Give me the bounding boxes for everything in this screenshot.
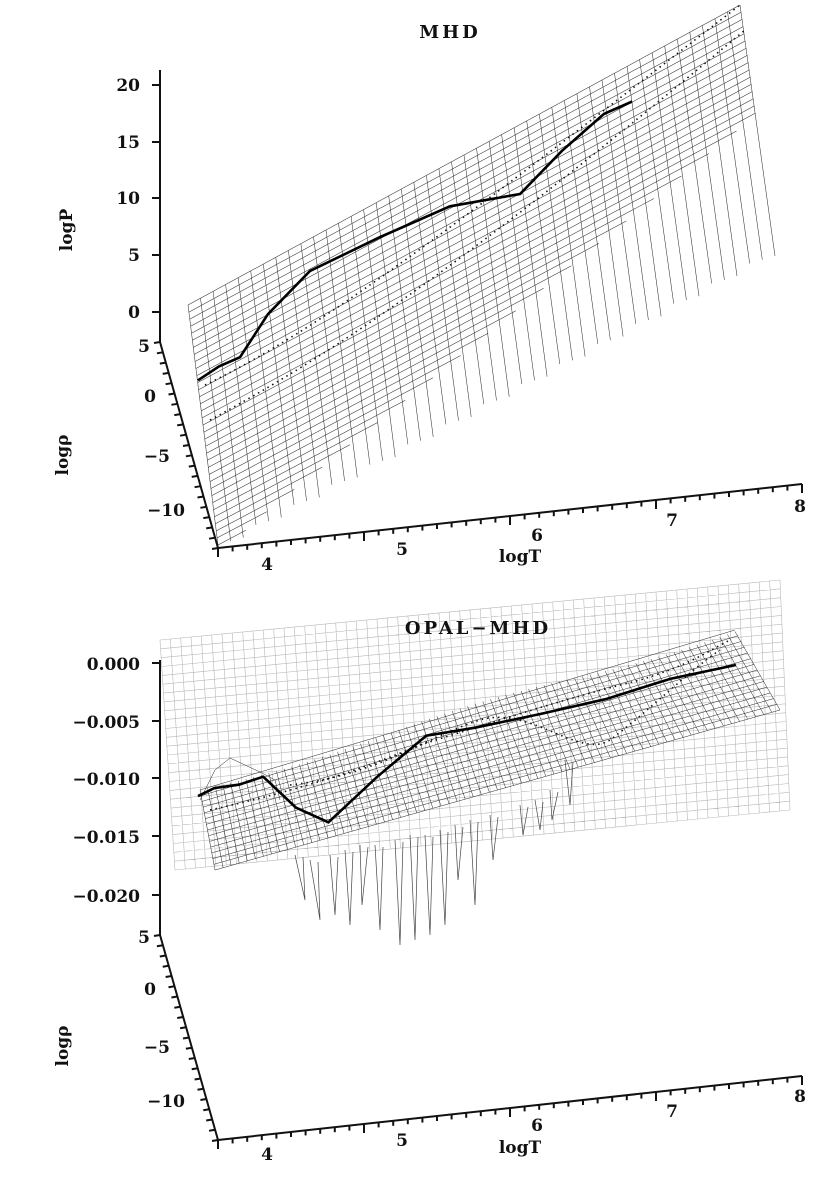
mhd-y-minor-tick	[165, 382, 172, 386]
mhd-y-minor-tick	[194, 485, 201, 489]
mhd-y-minor-tick	[185, 454, 193, 458]
mhd-x-tick-5: 5	[396, 540, 408, 560]
opal-mhd-dotted-lower	[289, 649, 721, 786]
opal-mhd-y-minor-tick	[156, 944, 164, 948]
mhd-y-label: logρ	[53, 435, 73, 476]
opal-mhd-title: OPAL−MHD	[405, 618, 551, 639]
opal-mhd-axis-ticks	[152, 662, 803, 1149]
mhd-y-minor-tick	[153, 341, 161, 344]
opal-mhd-dotted-contours	[209, 639, 731, 811]
mhd-y-minor-tick	[162, 371, 169, 375]
mhd-y-minor-tick	[208, 536, 216, 540]
opal-mhd-x-tick-4: 4	[261, 1145, 273, 1165]
mhd-y-minor-tick	[206, 526, 213, 530]
opal-mhd-dotted-upper	[209, 639, 731, 811]
opal-mhd-ridge-curve	[197, 663, 737, 824]
mhd-z-tick-10: 10	[116, 189, 140, 209]
opal-mhd-y-minor-tick	[194, 1077, 201, 1081]
mhd-x-tick-7: 7	[666, 511, 678, 531]
mhd-x-tick-6: 6	[531, 526, 543, 546]
mhd-title: MHD	[419, 22, 481, 43]
mhd-y-tick-m5: −5	[144, 447, 170, 467]
mhd-y-tick-5: 5	[138, 337, 150, 357]
opal-mhd-x-tick-5: 5	[396, 1131, 408, 1151]
opal-mhd-y-label: logρ	[53, 1026, 73, 1067]
mhd-panel: MHD 20 15 10 5 0 logP 5 0 −5 −10 logρ 4 …	[53, 4, 806, 575]
opal-mhd-left-bump	[199, 757, 281, 801]
mhd-z-tick-15: 15	[116, 133, 140, 153]
mhd-y-tick-0: 0	[144, 387, 156, 407]
opal-mhd-y-minor-tick	[179, 1026, 187, 1030]
opal-mhd-y-tick-5: 5	[138, 928, 150, 948]
mhd-y-minor-tick	[203, 516, 210, 520]
opal-mhd-y-minor-tick	[162, 964, 169, 968]
opal-mhd-panel: OPAL−MHD 0.000 −0.005 −0.010 −0.015 −0.0…	[53, 579, 806, 1165]
opal-mhd-y-minor-tick	[171, 995, 178, 999]
opal-mhd-x-tick-8: 8	[794, 1087, 806, 1107]
opal-mhd-surface-mesh	[199, 629, 781, 871]
opal-mhd-y-minor-tick	[188, 1057, 195, 1060]
opal-mhd-spike-lines	[294, 759, 574, 946]
opal-mhd-y-minor-tick	[165, 975, 172, 978]
opal-mhd-z-tick-m020: −0.020	[73, 887, 141, 907]
opal-mhd-y-minor-tick	[197, 1087, 204, 1091]
mhd-z-tick-5: 5	[128, 246, 140, 266]
mhd-y-minor-tick	[156, 351, 164, 355]
opal-mhd-mesh-band	[199, 629, 781, 871]
opal-mhd-y-tick-m5: −5	[144, 1038, 170, 1058]
mhd-y-minor-tick	[174, 413, 181, 417]
mhd-y-minor-tick	[168, 392, 175, 396]
mhd-surface-mesh	[187, 4, 776, 546]
opal-mhd-y-minor-tick	[153, 934, 161, 937]
mhd-y-minor-tick	[182, 444, 190, 447]
mhd-dotted-line-lower	[209, 29, 746, 421]
opal-mhd-y-minor-tick	[174, 1005, 181, 1009]
opal-mhd-y-tick-m10: −10	[147, 1092, 185, 1112]
mhd-y-minor-tick	[171, 402, 178, 406]
opal-mhd-z-tick-m005: −0.005	[73, 713, 140, 733]
mhd-mesh-rows	[187, 4, 756, 546]
opal-mhd-y-minor-tick	[208, 1128, 216, 1132]
opal-mhd-x-tick-6: 6	[531, 1116, 543, 1136]
opal-mhd-y-minor-tick	[206, 1118, 213, 1122]
mhd-axis-ticks	[152, 84, 803, 557]
opal-mhd-y-tick-0: 0	[144, 980, 156, 1000]
opal-mhd-y-minor-tick	[182, 1036, 190, 1040]
mhd-z-tick-0: 0	[128, 303, 140, 323]
opal-mhd-y-minor-tick	[200, 1098, 207, 1101]
mhd-x-label: logT	[499, 547, 542, 567]
mhd-x-tick-4: 4	[261, 555, 273, 575]
mhd-z-tick-20: 20	[116, 76, 140, 96]
mhd-y-minor-tick	[191, 474, 198, 478]
mhd-y-tick-m10: −10	[147, 501, 185, 521]
mhd-ridge-curve	[197, 100, 633, 382]
mhd-y-minor-tick	[200, 505, 207, 509]
opal-mhd-y-minor-tick	[168, 985, 175, 989]
mhd-dotted-contours	[204, 4, 746, 421]
opal-mhd-spikes	[294, 759, 574, 946]
mhd-y-minor-tick	[177, 423, 184, 427]
mhd-y-minor-tick	[159, 361, 166, 365]
opal-mhd-z-tick-0: 0.000	[87, 655, 140, 675]
opal-mhd-y-minor-tick	[177, 1016, 184, 1019]
mhd-mesh-columns	[187, 4, 776, 546]
mhd-y-minor-tick	[188, 464, 195, 468]
opal-mhd-y-minor-tick	[203, 1108, 210, 1112]
opal-mhd-y-minor-tick	[185, 1046, 193, 1050]
mhd-y-minor-tick	[179, 433, 187, 437]
mhd-x-tick-8: 8	[794, 497, 806, 517]
opal-mhd-x-label: logT	[499, 1138, 542, 1158]
mhd-z-label: logP	[57, 209, 77, 252]
opal-mhd-x-tick-7: 7	[666, 1102, 678, 1122]
opal-mhd-z-tick-m010: −0.010	[73, 770, 141, 790]
opal-mhd-y-minor-tick	[159, 954, 166, 958]
opal-mhd-z-tick-m015: −0.015	[73, 828, 140, 848]
mhd-y-minor-tick	[197, 495, 204, 499]
opal-mhd-y-minor-tick	[191, 1067, 198, 1071]
